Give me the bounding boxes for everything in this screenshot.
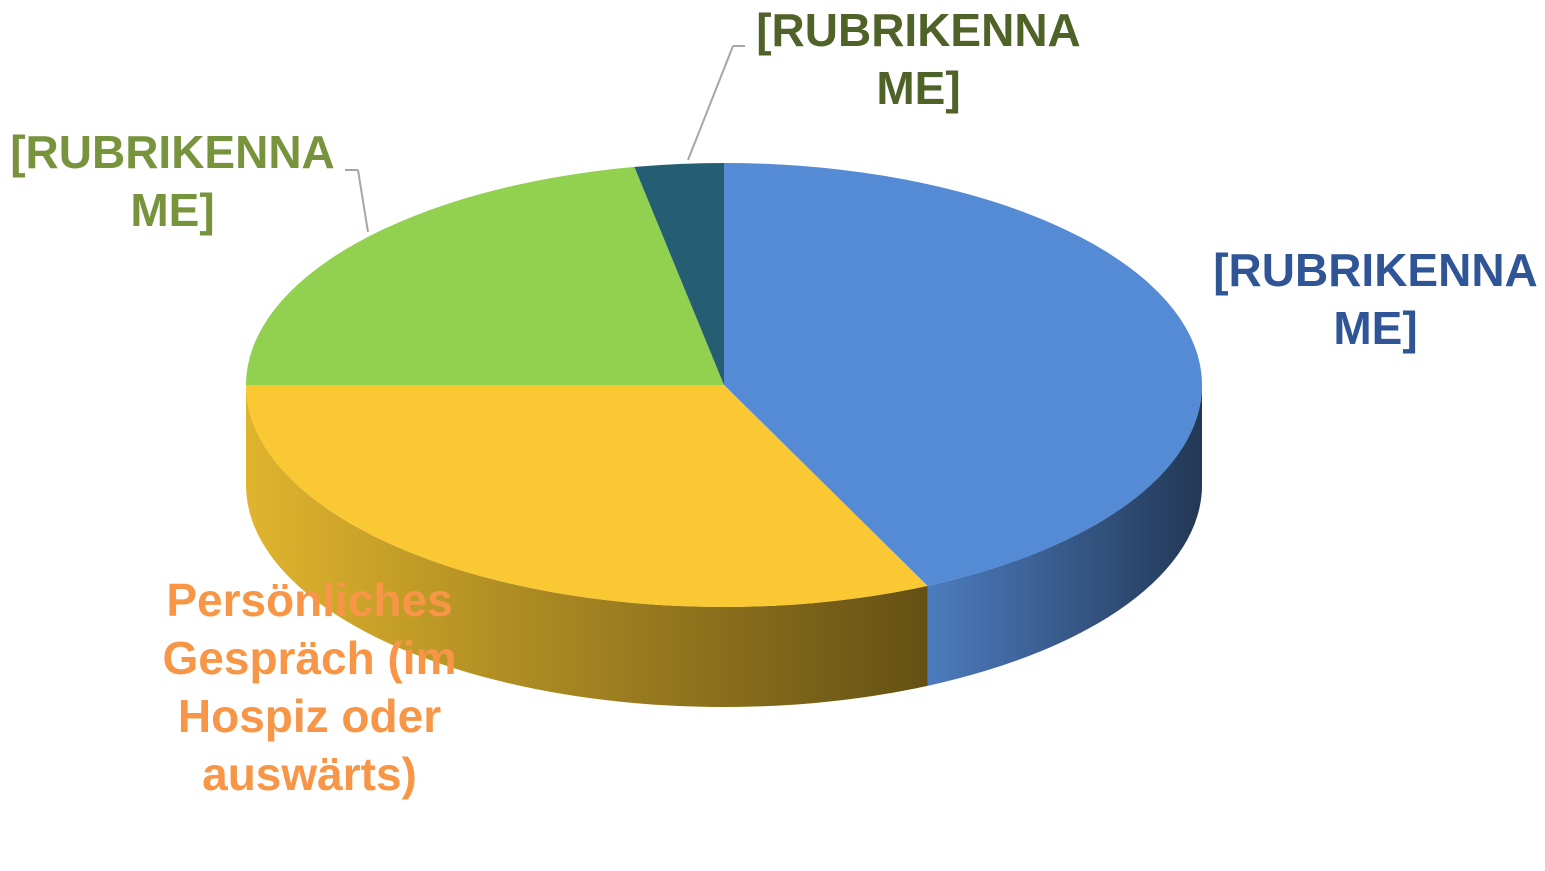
slice xyxy=(724,163,1202,586)
slice-label: [RUBRIKENNAME] xyxy=(756,4,1081,114)
leader-line xyxy=(687,45,734,161)
slice xyxy=(634,163,724,385)
slice-label: [RUBRIKENNAME] xyxy=(10,126,335,236)
slice xyxy=(246,385,928,607)
slice-side-shade xyxy=(246,385,928,707)
slice-label: Persönliches Gespräch (im Hospiz oder au… xyxy=(162,574,457,800)
slice xyxy=(246,166,724,385)
slice-label: [RUBRIKENNAME] xyxy=(1213,244,1538,354)
leader-line xyxy=(357,169,369,233)
slice-side-shade xyxy=(927,385,1202,686)
